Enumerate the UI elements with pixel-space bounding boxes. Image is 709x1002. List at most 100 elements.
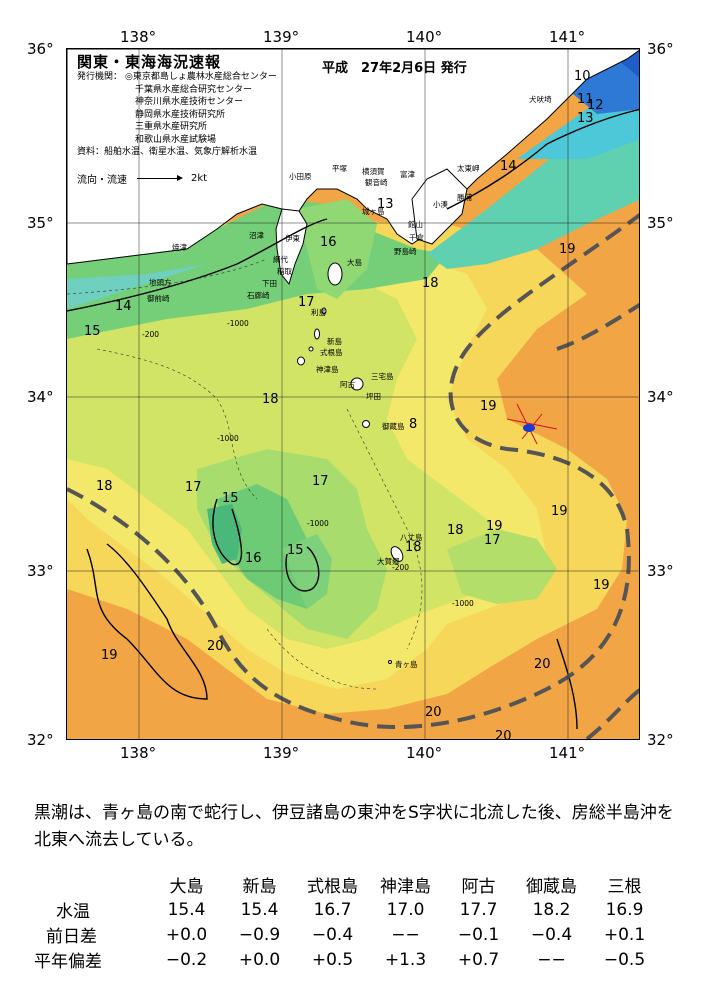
issuer-1: 千葉県水産総合研究センター [135, 84, 253, 95]
station-name: 新島 [242, 877, 277, 897]
station-name: 阿古 [461, 877, 496, 897]
data-label: 資料： [77, 147, 105, 157]
temp-label: 17 [312, 474, 329, 489]
place-label: 利島 [311, 308, 326, 317]
data-source-row: 資料： 船舶水温、衛星水温、気象庁解析水温 [77, 146, 277, 159]
temp-label: 16 [320, 235, 337, 250]
lon-label-140: 140° [406, 28, 443, 46]
issuer-4: 三重県水産研究所 [135, 122, 208, 132]
current-vector-marker [506, 403, 558, 445]
temp-label: 11 [577, 92, 594, 107]
temp-label: 16 [245, 551, 262, 566]
legend-arrow-icon [137, 175, 183, 181]
temp-label: 18 [405, 540, 422, 555]
table-row: 平年偏差 −0.2 +0.0 +0.5 +1.3 +0.7 −− −0.5 [30, 947, 661, 973]
temp-label: 15 [287, 543, 304, 558]
temp-label: 19 [101, 648, 118, 663]
table-cell: −0.1 [457, 924, 500, 945]
table-cell: 15.4 [240, 899, 279, 920]
temp-label: 18 [262, 392, 279, 407]
temp-label: 19 [480, 399, 497, 414]
temp-label: 20 [207, 639, 224, 654]
issuer-0: ◎東京都島しょ農林水産総合センター [125, 72, 277, 82]
table-cell: −0.9 [238, 924, 281, 945]
place-label: 館山 [408, 220, 423, 229]
map-info-box: 関東・東海海況速報 発行機関： ◎東京都島しょ農林水産総合センター 千葉県水産総… [77, 53, 277, 159]
boso-peninsula [411, 168, 468, 245]
place-label: 下田 [262, 279, 277, 288]
temp-label: 18 [96, 479, 113, 494]
issuers-label: 発行機関： [77, 72, 123, 82]
kuroshio-path [67, 212, 639, 730]
place-label: 阿古 [340, 380, 355, 389]
table-cell: −− [391, 924, 420, 945]
place-label: 大賀郷 [377, 557, 400, 566]
place-label: 富津 [400, 170, 415, 179]
summary-text: 黒潮は、青ヶ島の南で蛇行し、伊豆諸島の東沖をS字状に北流した後、房総半島沖を北東… [34, 803, 674, 850]
isotherm-20b [556, 638, 578, 730]
legend-label: 流向・流速 [77, 175, 127, 186]
place-label: 御蔵島 [382, 422, 405, 431]
table-cell: 16.9 [605, 899, 644, 920]
lat-label-34: 34° [27, 388, 54, 406]
temp-label: 12 [587, 98, 604, 113]
map-title: 関東・東海海況速報 [77, 53, 222, 71]
isotherm-15b [285, 546, 320, 592]
green-cold-area [217, 484, 317, 609]
lon-label-138-bottom: 138° [120, 744, 157, 762]
table-cell: 15.4 [167, 899, 206, 920]
place-label: 三宅島 [371, 372, 394, 381]
temp-label: 17 [298, 295, 315, 310]
issuer-2: 神奈川県水産技術センター [135, 97, 244, 107]
isotherm-lines [67, 108, 639, 730]
isotherm-15 [212, 498, 243, 566]
place-label: 石廊崎 [247, 291, 270, 300]
place-label: 坪田 [366, 392, 381, 401]
temp-label: 19 [559, 242, 576, 257]
lat-label-33: 33° [27, 562, 54, 580]
table-cell: +1.3 [384, 949, 427, 970]
place-label: 小田原 [289, 172, 312, 181]
lat-label-35: 35° [27, 214, 54, 232]
deep-green-eddy [207, 504, 242, 564]
table-cell: −0.4 [530, 924, 573, 945]
depth-label: -200 [392, 563, 410, 572]
mikurajima-island [362, 420, 370, 428]
place-label: 野島崎 [394, 247, 417, 256]
blue-cold-area [567, 50, 639, 114]
data-sources: 船舶水温、衛星水温、気象庁解析水温 [104, 147, 258, 157]
place-label: 地頭方 [149, 278, 172, 287]
temp-label: 19 [486, 519, 503, 534]
table-cell: +0.0 [238, 949, 281, 970]
coastal-cyan-area [67, 264, 207, 309]
table-row: 水温 15.4 15.4 16.7 17.0 17.7 18.2 16.9 [30, 897, 661, 923]
table-cell: +0.7 [457, 949, 500, 970]
station-name: 式根島 [307, 877, 358, 897]
temp-label: 13 [577, 111, 594, 126]
place-label: 伊東 [285, 234, 300, 243]
temp-label: 20 [495, 729, 512, 740]
shikinejima-island [308, 346, 314, 352]
table-cell: +0.5 [311, 949, 354, 970]
lon-label-140-bottom: 140° [406, 744, 443, 762]
legend-value: 2kt [191, 173, 208, 184]
green-cold-area-2 [282, 534, 332, 609]
lat-label-34-right: 34° [647, 388, 674, 406]
temp-label: 13 [377, 197, 394, 212]
temp-label: 14 [115, 299, 132, 314]
temp-label: 18 [422, 276, 439, 291]
hachijojima-island [390, 546, 404, 562]
temp-label: 8 [409, 417, 418, 432]
lat-label-35-right: 35° [647, 214, 674, 232]
row-label: 前日差 [46, 927, 97, 947]
lon-label-138: 138° [120, 28, 157, 46]
kuroshio-path-east [585, 688, 639, 739]
kozushima-island [297, 356, 305, 366]
depth-label: -1000 [217, 434, 239, 443]
temp-label: 20 [534, 657, 551, 672]
miyakejima-island [350, 377, 364, 391]
izu-green-area [297, 199, 377, 299]
lat-label-36: 36° [27, 40, 54, 58]
place-label: 沼津 [249, 231, 264, 240]
temp-label: 17 [484, 533, 501, 548]
